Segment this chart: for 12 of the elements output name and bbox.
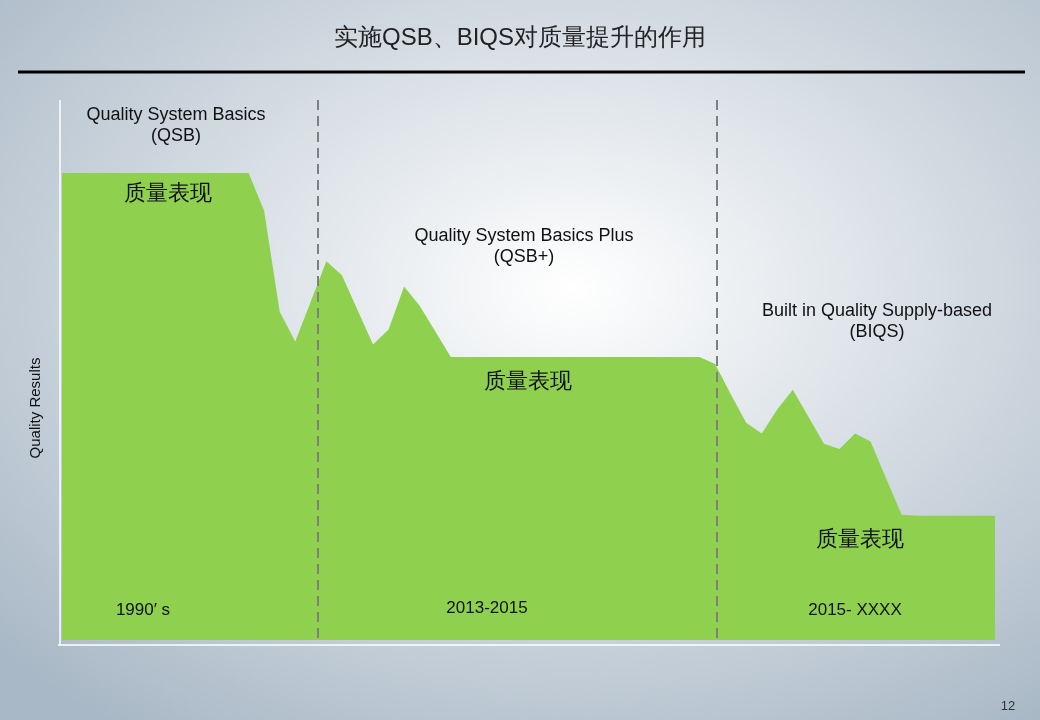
annotation: 2015- XXXX [808,600,902,619]
annotation: 质量表现 [816,526,904,551]
annotation: 质量表现 [484,368,572,393]
annotation: Quality System Basics Plus (QSB+) [414,225,634,266]
annotation: 质量表现 [124,180,212,205]
annotation: 2013-2015 [446,598,528,617]
text: 12 [1000,698,1016,713]
y-axis-title: Quality Results [26,357,43,459]
annotation: Built in Quality Supply-based (BIQS) [761,300,993,341]
text: Quality System Basics (QSB) [86,104,266,145]
annotation: 1990′ s [115,600,171,619]
chart-title: 实施QSB、BIQS对质量提升的作用 [333,23,707,50]
